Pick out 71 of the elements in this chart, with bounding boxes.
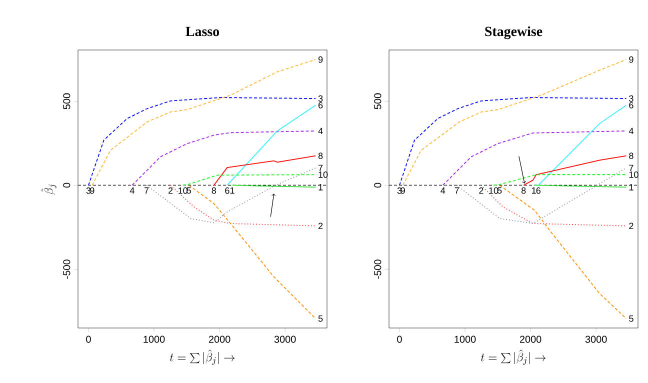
x-tick-label: 0 (397, 336, 402, 343)
series-label: 2 (318, 222, 323, 229)
annotation: 3 (397, 187, 402, 194)
line-series (456, 167, 627, 224)
annotation: 9 (90, 187, 94, 194)
series-label: 9 (629, 56, 634, 63)
series-label: 3 (629, 95, 634, 102)
x-axis-title: $t = \sum |\hat{\beta}_j| \rightarrow$ (480, 350, 546, 365)
line-series (480, 184, 627, 226)
series-label: 10 (629, 171, 638, 178)
x-tick-label: 1000 (144, 336, 165, 343)
series-label: 2 (629, 222, 634, 229)
chart-title: Lasso (186, 26, 220, 36)
line-series (92, 59, 316, 186)
line-series (88, 97, 316, 186)
line-series (132, 130, 316, 186)
y-tick-label: 0 (63, 182, 70, 188)
series-label: 10 (318, 171, 328, 178)
x-tick-label: 2000 (208, 336, 230, 343)
series-label: 6 (318, 102, 323, 108)
line-series (146, 167, 316, 224)
line-series (523, 155, 627, 186)
annotation: 2 (168, 187, 173, 194)
annotation: 4 (440, 187, 446, 194)
x-axis-title: $t = \sum |\hat{\beta}_j| \rightarrow$ (170, 350, 235, 365)
annotation: 2 (479, 187, 484, 194)
series-label: 4 (628, 128, 634, 134)
line-series (170, 184, 316, 226)
x-tick-label: 2000 (520, 336, 542, 343)
x-tick-label: 1000 (454, 336, 476, 343)
annotation: 7 (144, 187, 149, 194)
y-tick-label: 0 (374, 182, 382, 188)
series-label: 8 (629, 152, 634, 159)
annotation: 4 (130, 187, 134, 194)
annotation: 5 (186, 187, 191, 194)
y-axis-title: $\hat{\beta}_j$ (41, 184, 56, 194)
y-tick-label: 500 (374, 93, 382, 110)
y-tick-label: -500 (63, 260, 70, 279)
annotation: 7 (454, 187, 459, 194)
line-series (499, 184, 627, 320)
y-tick-label: 500 (63, 93, 70, 110)
series-label: 5 (629, 315, 634, 322)
line-series (442, 130, 627, 186)
annotation: 3 (86, 187, 91, 194)
line-series (182, 174, 316, 186)
annotation: 8 (212, 187, 216, 194)
annotation: 1 (230, 187, 234, 194)
series-label: 7 (318, 164, 323, 171)
x-tick-label: 3000 (585, 336, 607, 343)
annotation: 10 (178, 187, 188, 194)
annotation: 6 (536, 187, 541, 194)
series-label: 6 (629, 102, 634, 108)
line-series (213, 155, 316, 186)
series-label: 3 (318, 95, 323, 102)
series-label: 4 (318, 128, 323, 134)
annotation: 9 (400, 187, 405, 194)
series-label: 9 (318, 56, 323, 63)
line-series (399, 97, 627, 186)
series-label: 7 (629, 164, 634, 171)
y-tick-label: -500 (374, 260, 382, 279)
series-label: 8 (318, 152, 323, 159)
x-tick-label: 0 (86, 336, 91, 343)
x-tick-label: 3000 (274, 336, 296, 343)
line-series (402, 59, 627, 186)
annotation: 10 (489, 187, 498, 194)
annotation: 8 (522, 187, 526, 194)
annotation: 6 (225, 187, 230, 194)
chart-title: Stagewise (485, 26, 542, 40)
series-label: 5 (318, 315, 323, 322)
annotation: 1 (532, 187, 536, 194)
line-series (188, 184, 316, 320)
